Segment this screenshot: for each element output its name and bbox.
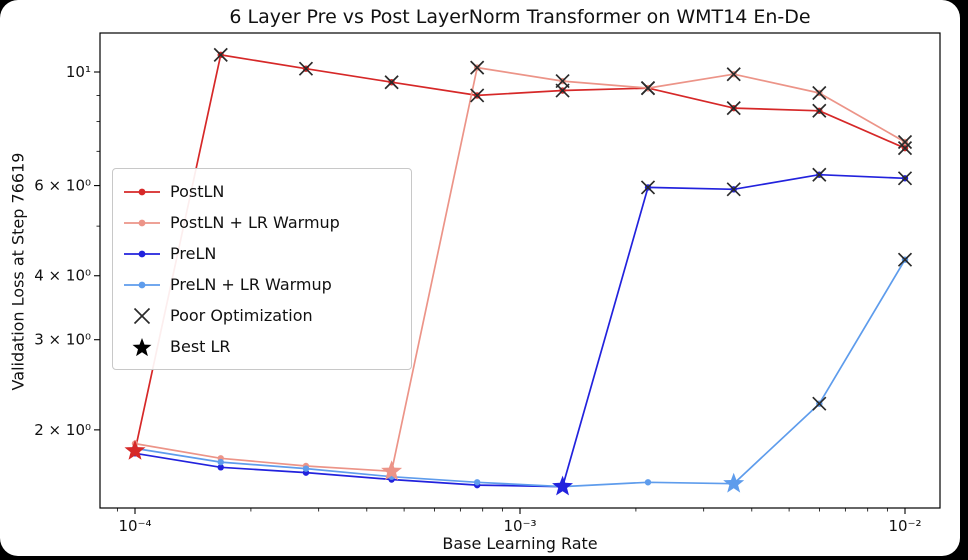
legend-item: PostLN + LR Warmup xyxy=(123,208,401,237)
legend-box: PostLN PostLN + LR Warmup PreLN PreLN + LR … xyxy=(112,168,412,370)
x-tick-label: 10⁻² xyxy=(888,517,921,535)
legend-label: PostLN xyxy=(170,182,225,201)
legend-item: PreLN xyxy=(123,239,401,268)
star-marker-icon xyxy=(132,337,152,356)
legend-label: PreLN xyxy=(170,244,217,263)
legend-item: Poor Optimization xyxy=(123,301,401,330)
legend-line-swatch xyxy=(124,250,160,257)
legend-label: PreLN + LR Warmup xyxy=(170,275,332,294)
legend-line-swatch xyxy=(124,219,160,226)
y-tick-label: 2 × 10⁰ xyxy=(34,421,91,439)
legend-item: Best LR xyxy=(123,332,401,361)
x-tick-label: 10⁻³ xyxy=(503,517,536,535)
legend-label: Best LR xyxy=(170,337,231,356)
x-marker-icon xyxy=(133,307,151,324)
y-tick-label: 3 × 10⁰ xyxy=(34,331,91,349)
legend-item: PreLN + LR Warmup xyxy=(123,270,401,299)
legend-label: Poor Optimization xyxy=(170,306,313,325)
y-tick-label: 10¹ xyxy=(66,63,91,81)
legend-label: PostLN + LR Warmup xyxy=(170,213,340,232)
chart-title: 6 Layer Pre vs Post LayerNorm Transforme… xyxy=(229,6,811,28)
y-tick-label: 4 × 10⁰ xyxy=(34,267,91,285)
legend-item: PostLN xyxy=(123,177,401,206)
y-tick-label: 6 × 10⁰ xyxy=(34,177,91,195)
legend-line-swatch xyxy=(124,188,160,195)
x-tick-label: 10⁻⁴ xyxy=(118,517,151,535)
x-axis-label: Base Learning Rate xyxy=(442,534,598,553)
legend-line-swatch xyxy=(124,281,160,288)
